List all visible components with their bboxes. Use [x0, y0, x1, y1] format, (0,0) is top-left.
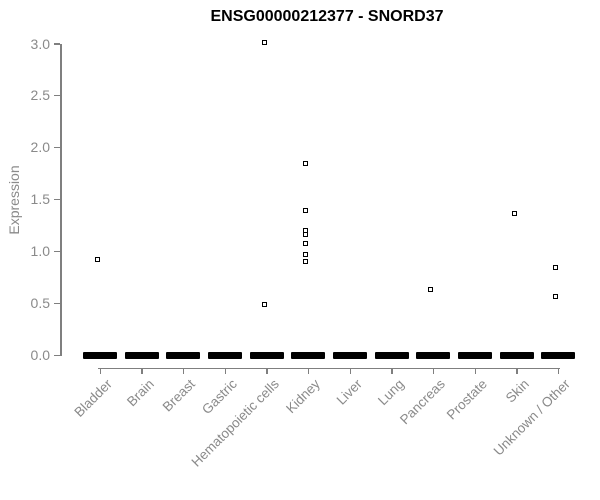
zero-expression-dash [124, 351, 159, 359]
y-tick-label: 1.5 [30, 191, 50, 208]
x-tick [474, 368, 477, 374]
expression-data-point [553, 294, 559, 300]
x-tick [141, 368, 143, 374]
x-tick [266, 368, 268, 374]
y-tick [54, 354, 60, 356]
y-tick-label: 0.0 [30, 347, 50, 363]
zero-expression-dash [249, 351, 284, 359]
expression-data-point [95, 256, 100, 262]
expression-data-point [303, 251, 309, 257]
chart-title: ENSG00000212377 - SNORD37 [210, 8, 444, 25]
y-tick [54, 302, 60, 305]
expression-data-point [511, 211, 517, 217]
y-tick [54, 198, 60, 201]
y-tick-label: 0.5 [30, 295, 50, 312]
y-tick [54, 250, 60, 253]
expression-data-point [303, 232, 309, 238]
y-tick [54, 43, 60, 45]
y-axis-line [60, 43, 62, 356]
zero-expression-dash [291, 351, 326, 359]
x-tick [391, 368, 393, 374]
expression-data-point [428, 287, 434, 293]
x-tick [349, 368, 352, 374]
y-tick-label: 1.0 [30, 243, 50, 260]
y-tick-label: 3.0 [30, 35, 50, 52]
y-tick-label: 2.0 [30, 139, 50, 156]
zero-expression-dash [416, 351, 451, 359]
zero-expression-dash [166, 351, 201, 359]
y-tick [54, 94, 60, 97]
zero-expression-dash [208, 351, 242, 359]
expression-data-point [303, 259, 309, 265]
y-tick [54, 146, 60, 149]
expression-data-point [553, 265, 559, 271]
expression-data-point [303, 241, 309, 247]
x-tick [182, 368, 185, 374]
expression-data-point [261, 39, 267, 45]
zero-expression-dash [499, 351, 534, 359]
expression-data-point [303, 208, 309, 214]
x-tick [224, 368, 226, 374]
x-tick [99, 368, 101, 374]
zero-expression-dash [83, 351, 117, 359]
y-tick-label: 2.5 [30, 87, 50, 104]
zero-expression-dash [541, 351, 576, 359]
x-tick [307, 368, 310, 374]
x-tick [516, 368, 518, 374]
x-tick [432, 368, 435, 374]
x-tick [557, 368, 560, 374]
zero-expression-dash [374, 351, 409, 359]
zero-expression-dash [458, 351, 493, 359]
zero-expression-dash [333, 351, 368, 359]
x-axis-line [98, 367, 561, 369]
expression-data-point [261, 301, 267, 307]
expression-data-point [303, 161, 309, 167]
